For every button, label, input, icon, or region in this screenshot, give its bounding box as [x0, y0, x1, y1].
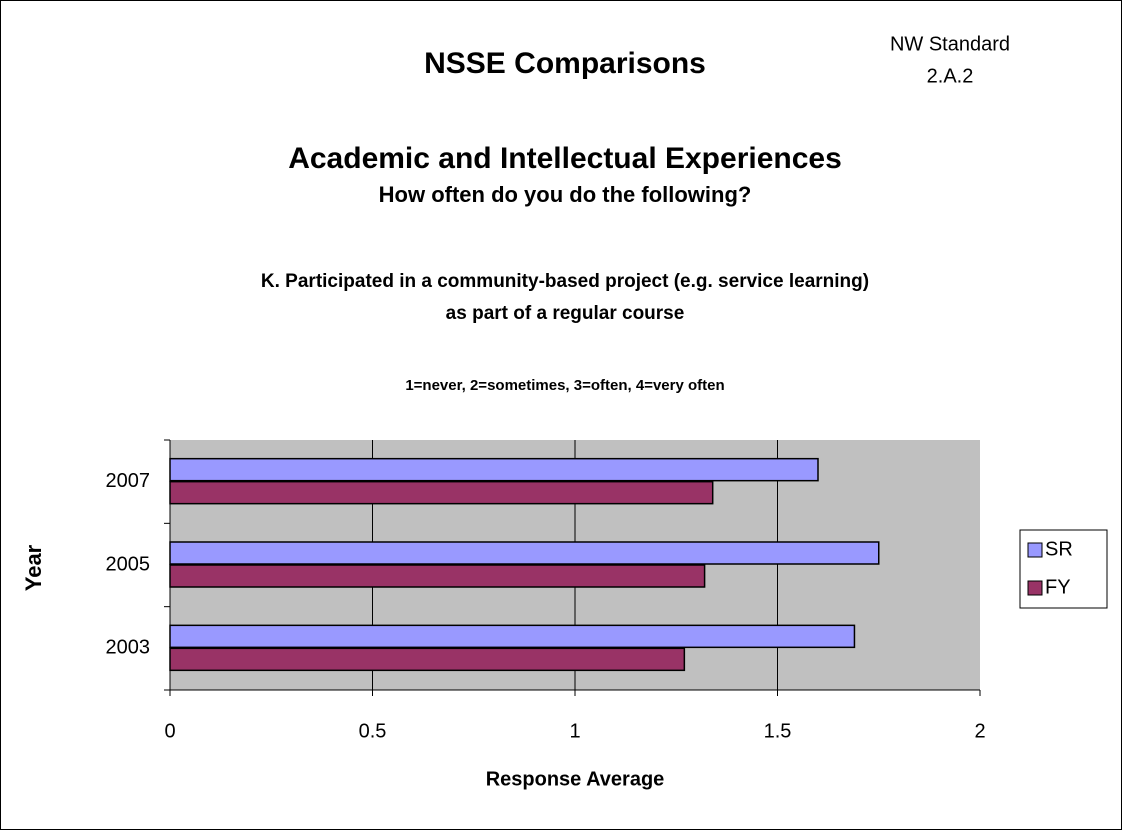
note: NW Standard [890, 33, 1010, 55]
y-tick-label: 2007 [106, 470, 151, 492]
y-axis-label: Year [21, 544, 46, 591]
y-tick-label: 2003 [106, 637, 151, 659]
x-axis-label: Response Average [486, 768, 665, 790]
subtitle: How often do you do the following? [379, 182, 752, 207]
legend-swatch [1027, 580, 1043, 596]
bar [169, 624, 856, 649]
legend-label: SR [1045, 538, 1073, 560]
bar [169, 480, 714, 505]
note: 2.A.2 [927, 65, 974, 87]
chart-title: NSSE Comparisons [424, 47, 706, 80]
y-tick-label: 2005 [106, 553, 151, 575]
bar [169, 457, 819, 482]
x-tick-label: 2 [974, 720, 985, 742]
bar [169, 541, 880, 565]
subtitle: Academic and Intellectual Experiences [288, 142, 842, 175]
x-tick-label: 1 [569, 720, 580, 742]
question: K. Participated in a community-based pro… [261, 271, 869, 292]
legend-label: FY [1045, 576, 1071, 598]
legend-swatch [1027, 542, 1043, 558]
bar [169, 564, 706, 588]
bar [169, 647, 686, 672]
question: as part of a regular course [446, 303, 685, 324]
scale-note: 1=never, 2=sometimes, 3=often, 4=very of… [405, 377, 724, 394]
x-tick-label: 0 [164, 720, 175, 742]
x-tick-label: 1.5 [764, 720, 792, 742]
x-tick-label: 0.5 [359, 720, 387, 742]
